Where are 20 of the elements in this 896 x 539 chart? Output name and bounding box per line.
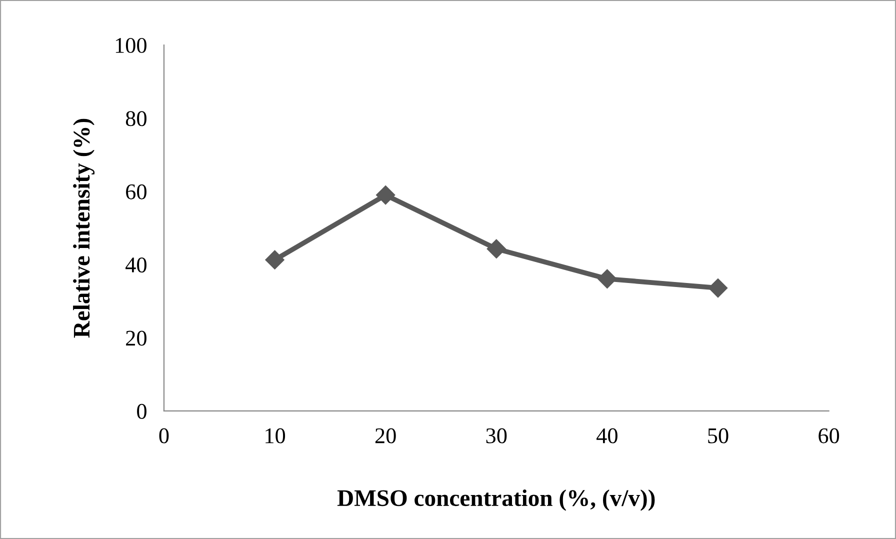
y-tick-label: 100 (116, 38, 146, 53)
point (708, 278, 728, 298)
x-tick-label: 50 (708, 428, 728, 444)
x-tick-label: 20 (375, 428, 396, 444)
y-tick-label: 0 (137, 404, 146, 419)
x-tick-label: 30 (486, 428, 507, 444)
x-axis-title: DMSO concentration (%, (v/v)) (337, 489, 655, 511)
x-tick-label: 10 (266, 428, 286, 444)
x-tick-label: 0 (159, 428, 169, 444)
y-tick-label: 80 (126, 111, 146, 126)
point (265, 250, 284, 270)
x-tick-label: 60 (818, 428, 840, 444)
point (376, 186, 396, 205)
x-tick-label: 40 (596, 428, 618, 444)
y-tick-label: 60 (126, 184, 146, 200)
y-tick-label: 20 (126, 330, 146, 346)
y-axis-title: Relative intensity (%) (73, 118, 95, 338)
point (598, 269, 617, 288)
point (486, 239, 506, 258)
y-tick-label: 40 (126, 258, 146, 273)
